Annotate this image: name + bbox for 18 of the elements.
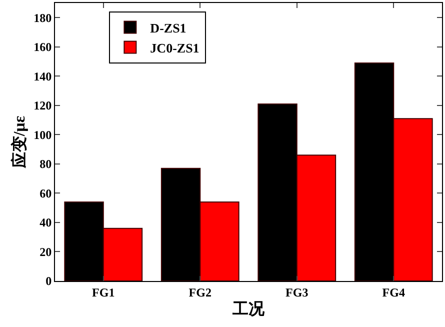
y-tick-label: 160	[34, 40, 52, 54]
y-tick-label: 80	[40, 157, 52, 172]
x-tick-label: FG4	[382, 285, 405, 300]
y-tick-label: 120	[34, 98, 52, 113]
y-tick-label: 0	[46, 274, 52, 288]
x-tick-label: FG1	[92, 285, 115, 300]
x-axis-title: 工况	[232, 301, 266, 318]
y-tick-label: 40	[40, 216, 52, 230]
y-axis-title: 应变/με	[10, 116, 28, 170]
x-tick-label: FG3	[286, 285, 308, 300]
y-tick-label: 20	[40, 244, 52, 259]
y-tick-label: 180	[34, 10, 52, 25]
legend-label: D-ZS1	[150, 20, 186, 36]
y-tick-label: 100	[34, 128, 52, 142]
y-tick-label: 140	[34, 69, 52, 84]
y-tick-label: 60	[40, 186, 52, 200]
legend-label: JC0-ZS1	[150, 40, 200, 56]
x-tick-label: FG2	[188, 285, 212, 300]
